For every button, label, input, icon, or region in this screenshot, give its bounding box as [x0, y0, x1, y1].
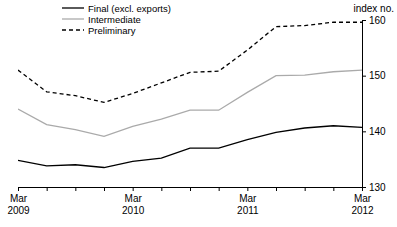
- x-tick-label-line: 2012: [351, 205, 374, 216]
- x-axis: Mar2009Mar2010Mar2011Mar2012: [7, 187, 374, 216]
- x-tick: [75, 187, 76, 191]
- x-tick-mark: [161, 187, 162, 191]
- legend: Final (excl. exports)IntermediatePrelimi…: [62, 3, 171, 36]
- x-tick-mark: [276, 187, 277, 191]
- y-tick: 150: [362, 70, 386, 81]
- x-tick: [47, 187, 48, 191]
- x-tick-mark: [190, 187, 191, 191]
- x-tick-mark: [247, 187, 248, 191]
- y-tick-mark: [362, 187, 366, 188]
- x-tick-mark: [305, 187, 306, 191]
- y-axis-line: [363, 21, 367, 188]
- x-tick-mark: [219, 187, 220, 191]
- y-axis: 130 140 150 160: [362, 15, 386, 193]
- series-line: [18, 126, 362, 168]
- series-line: [18, 22, 362, 102]
- x-tick-label-line: Mar: [239, 193, 257, 204]
- legend-item: Final (excl. exports): [62, 3, 171, 14]
- x-tick-mark: [75, 187, 76, 191]
- legend-label: Preliminary: [88, 25, 136, 36]
- x-tick: [305, 187, 306, 191]
- legend-swatch: [62, 18, 84, 19]
- x-tick: Mar2011: [237, 187, 259, 216]
- x-tick-label: Mar2010: [122, 193, 145, 216]
- x-tick: [219, 187, 220, 191]
- y-tick-label: 150: [369, 70, 386, 81]
- plot: Mar2009Mar2010Mar2011Mar2012130140150160: [7, 15, 386, 216]
- y-tick: 140: [362, 126, 386, 137]
- y-tick: 160: [362, 15, 386, 26]
- x-tick: [190, 187, 191, 191]
- series-group: [18, 22, 362, 167]
- x-tick-mark: [333, 187, 334, 191]
- x-tick-mark: [18, 187, 19, 191]
- legend-item: Intermediate: [62, 14, 141, 25]
- x-tick: [333, 187, 334, 191]
- chart: Mar2009Mar2010Mar2011Mar2012130140150160…: [0, 0, 397, 227]
- y-tick-label: 160: [369, 15, 386, 26]
- legend-label: Intermediate: [88, 14, 141, 25]
- x-tick: [276, 187, 277, 191]
- x-tick-mark: [133, 187, 134, 191]
- x-tick-label-line: 2010: [122, 205, 145, 216]
- x-axis-line: [19, 188, 363, 192]
- y-tick-mark: [362, 76, 366, 77]
- legend-label: Final (excl. exports): [88, 3, 171, 14]
- x-tick-mark: [104, 187, 105, 191]
- legend-swatch: [62, 7, 84, 8]
- y-tick-label: 130: [369, 182, 386, 193]
- x-tick: Mar2010: [122, 187, 145, 216]
- legend-item: Preliminary: [62, 25, 136, 36]
- y-tick-mark: [362, 20, 366, 21]
- series-line: [18, 70, 362, 136]
- x-tick-label-line: Mar: [125, 193, 143, 204]
- x-tick-label: Mar2012: [351, 193, 374, 216]
- y-tick: 130: [362, 182, 386, 193]
- x-tick-label: Mar2011: [237, 193, 259, 216]
- x-tick-label-line: Mar: [10, 193, 28, 204]
- x-tick-label-line: 2011: [237, 205, 259, 216]
- x-tick: Mar2009: [7, 187, 30, 216]
- x-tick-label-line: 2009: [7, 205, 30, 216]
- x-tick-mark: [47, 187, 48, 191]
- x-tick: [104, 187, 105, 191]
- y-axis-title: index no.: [353, 3, 394, 14]
- x-tick-label: Mar2009: [7, 193, 30, 216]
- y-tick-label: 140: [369, 126, 386, 137]
- y-tick-mark: [362, 131, 366, 132]
- x-tick: [161, 187, 162, 191]
- legend-swatch: [62, 29, 84, 30]
- x-tick-label-line: Mar: [354, 193, 372, 204]
